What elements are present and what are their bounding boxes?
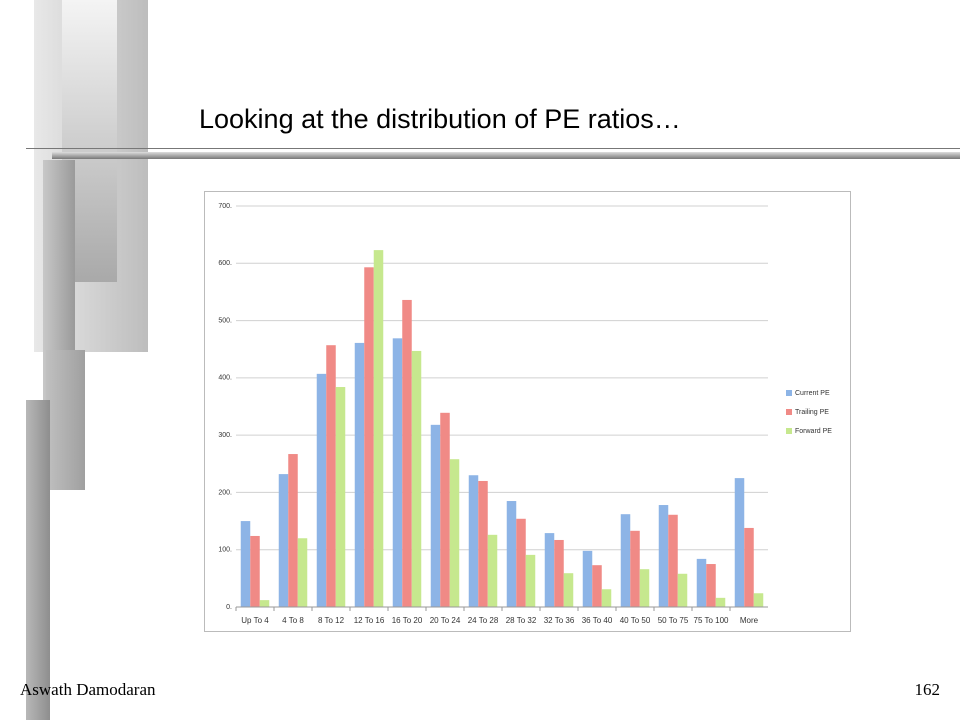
bar [639,569,650,607]
y-tick-label: 200. [218,489,232,496]
bar [715,597,726,607]
x-tick-label: 24 To 28 [468,616,499,625]
x-tick-label: 28 To 32 [506,616,537,625]
y-tick-label: 600. [218,260,232,267]
chart: 0. 100. 200. 300. 400. 500. 600. 700. Up To 4 4 T… [204,191,851,632]
legend-swatch [786,390,792,396]
bar [696,558,707,607]
bar [620,514,631,607]
y-tick-label: 100. [218,547,232,554]
x-tick-label: 16 To 20 [392,616,423,625]
slide-title: Looking at the distribution of PE ratios… [199,104,681,134]
bar [335,387,346,607]
rule [26,148,960,149]
bar [402,299,412,607]
bar [630,530,640,607]
legend-swatch [786,409,792,415]
x-tick-label: Up To 4 [241,616,269,625]
bar [250,535,260,607]
bar [706,564,716,607]
x-tick-label: 36 To 40 [582,616,613,625]
bar [430,424,441,607]
decoration [46,350,85,490]
bar [392,338,403,607]
y-tick-label: 500. [218,317,232,324]
bar [468,475,479,607]
x-tick-label: 75 To 100 [694,616,730,625]
x-tick-label: 50 To 75 [658,616,689,625]
y-tick-label: 0. [226,604,232,611]
x-tick-label: 40 To 50 [620,616,651,625]
legend-label: Forward PE [795,428,832,435]
bar [506,501,517,607]
x-tick-label: 32 To 36 [544,616,575,625]
bar [297,538,308,607]
bar [364,267,374,607]
y-tick-label: 400. [218,375,232,382]
bar [601,589,612,607]
decoration [26,400,50,720]
bar [449,459,460,607]
bar [487,534,498,607]
bar [744,527,754,607]
y-tick-label: 700. [218,203,232,210]
legend-label: Current PE [795,390,830,397]
x-tick-label: More [740,616,759,625]
legend-label: Trailing PE [795,409,829,416]
bar [478,480,488,607]
x-tick-label: 4 To 8 [282,616,304,625]
bar [582,550,593,607]
bar [354,342,365,607]
bar [658,505,669,607]
bar [288,454,298,607]
footer-author: Aswath Damodaran [20,680,156,699]
bar [544,533,555,607]
legend-swatch [786,428,792,434]
x-tick-label: 20 To 24 [430,616,461,625]
bar [326,345,336,607]
bar [668,514,678,607]
y-tick-label: 300. [218,432,232,439]
bar [734,478,745,607]
bar [411,350,422,607]
bar [516,518,526,607]
bar [278,474,289,607]
bar [525,554,536,607]
bar [592,565,602,607]
bar [563,573,574,607]
page-number: 162 [914,680,941,699]
bar [554,539,564,607]
x-tick-label: 8 To 12 [318,616,345,625]
rule [52,152,960,159]
bar [373,250,384,608]
x-tick-label: 12 To 16 [354,616,385,625]
bar [316,373,327,607]
bar [240,521,251,607]
bar [259,600,270,607]
bar [440,412,450,607]
bar [753,593,764,607]
bar [677,573,688,607]
